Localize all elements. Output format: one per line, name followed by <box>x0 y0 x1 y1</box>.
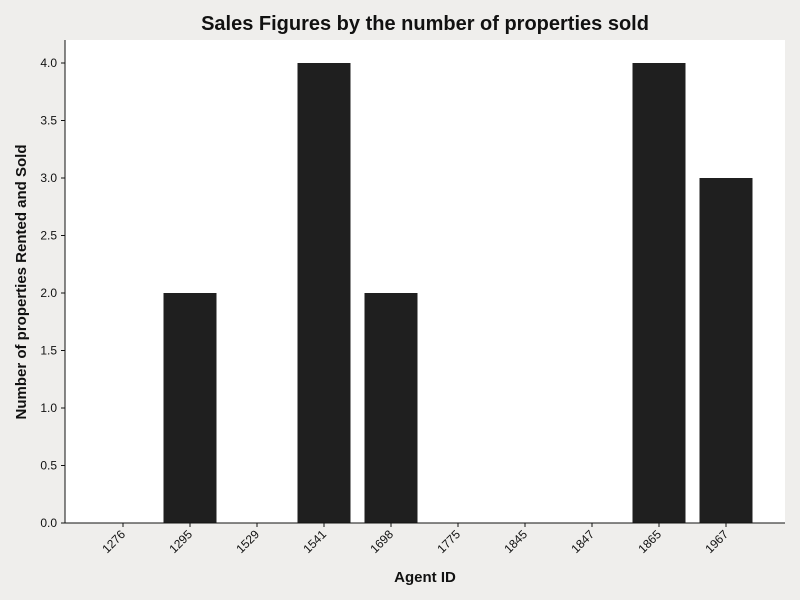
bar-1541 <box>297 63 351 523</box>
chart-title: Sales Figures by the number of propertie… <box>201 13 649 35</box>
x-tick-label: 1847 <box>568 527 597 556</box>
x-tick-label: 1775 <box>434 527 463 556</box>
x-axis-label: Agent ID <box>394 569 456 586</box>
bars-layer <box>163 63 753 523</box>
y-ticks: 0.0 0.5 1.0 1.5 2.0 2.5 3.0 3.5 4.0 <box>40 56 65 530</box>
y-tick-label: 0.5 <box>40 459 57 473</box>
bar-1967 <box>699 178 753 523</box>
y-axis-label: Number of properties Rented and Sold <box>13 144 30 419</box>
y-tick-label: 4.0 <box>40 56 57 70</box>
y-tick-label: 0.0 <box>40 516 57 530</box>
y-tick-label: 3.0 <box>40 171 57 185</box>
x-tick-label: 1967 <box>702 527 731 556</box>
x-tick-label: 1276 <box>99 527 128 556</box>
y-tick-label: 2.0 <box>40 286 57 300</box>
x-tick-label: 1295 <box>166 527 195 556</box>
x-tick-label: 1698 <box>367 527 396 556</box>
y-tick-label: 2.5 <box>40 229 57 243</box>
bar-1865 <box>632 63 686 523</box>
x-tick-label: 1845 <box>501 527 530 556</box>
y-tick-label: 1.0 <box>40 401 57 415</box>
x-tick-label: 1529 <box>233 527 262 556</box>
bar-1698 <box>364 293 418 523</box>
y-tick-label: 1.5 <box>40 344 57 358</box>
y-tick-label: 3.5 <box>40 114 57 128</box>
x-tick-label: 1541 <box>300 527 329 556</box>
bar-1295 <box>163 293 217 523</box>
x-tick-label: 1865 <box>635 527 664 556</box>
x-ticks: 1276 1295 1529 1541 1698 1775 1845 1847 1865 1967 <box>99 523 731 556</box>
